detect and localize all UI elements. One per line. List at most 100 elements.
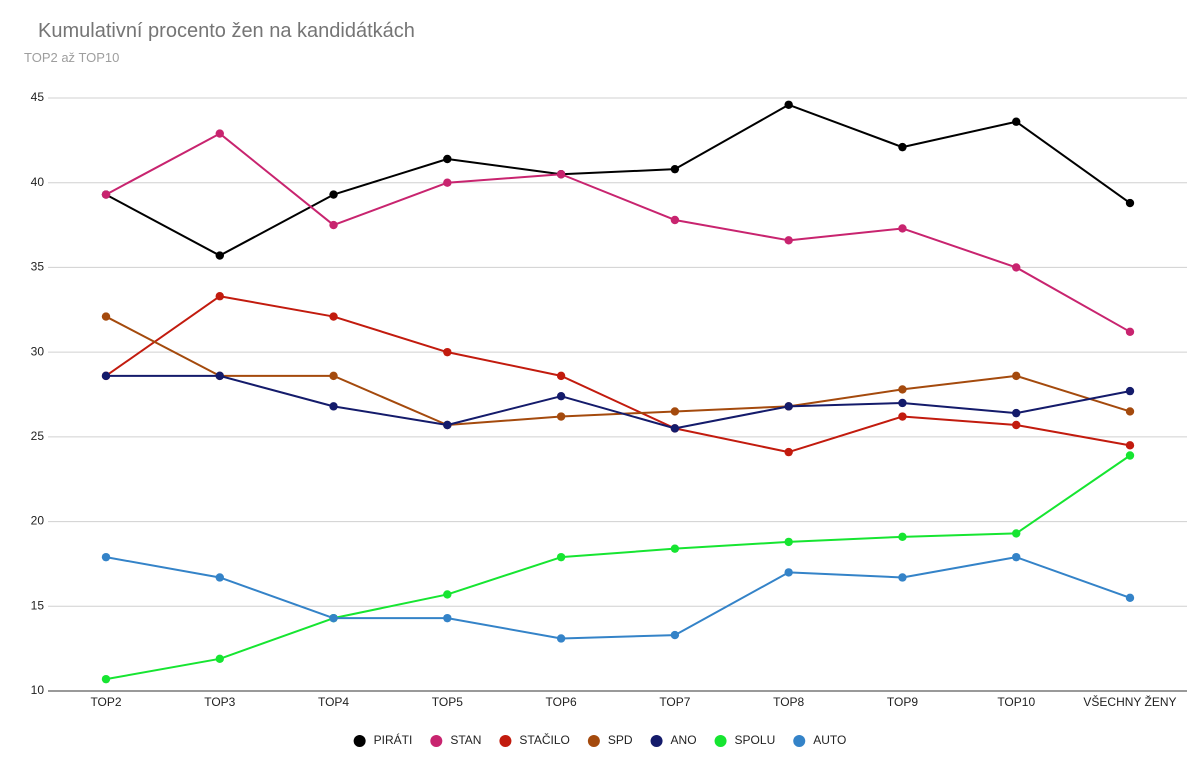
- legend: PIRÁTI STAN STAČILO SPD ANO SPOLU AUTO: [353, 732, 846, 747]
- data-point: [215, 654, 224, 664]
- data-point: [101, 190, 111, 199]
- data-point: [670, 424, 680, 433]
- chart-subtitle: TOP2 až TOP10: [24, 50, 120, 65]
- data-point: [1125, 327, 1135, 337]
- data-point: [101, 674, 111, 684]
- data-point: [784, 402, 793, 411]
- legend-label: PIRÁTI: [374, 732, 413, 747]
- data-point: [101, 371, 111, 381]
- y-axis-ticks: 10 15 20 25 30 35 40 45: [31, 90, 45, 697]
- data-point: [215, 573, 224, 582]
- data-point: [784, 568, 793, 577]
- y-tick-label: 15: [31, 598, 45, 612]
- data-point: [1012, 420, 1021, 430]
- data-point: [898, 573, 907, 582]
- series-line: [105, 295, 1131, 454]
- data-point: [329, 613, 338, 623]
- data-point: [556, 552, 566, 562]
- series-line: [105, 454, 1131, 681]
- y-tick-label: 30: [31, 344, 45, 358]
- data-point: [1012, 408, 1021, 418]
- data-point: [670, 215, 680, 225]
- data-point: [443, 347, 452, 357]
- data-point: [670, 630, 680, 640]
- data-point: [784, 537, 793, 547]
- y-tick-label: 45: [31, 90, 45, 104]
- legend-marker: [714, 735, 727, 747]
- x-tick-label: TOP10: [997, 695, 1035, 709]
- data-point: [329, 190, 338, 199]
- data-point: [1125, 451, 1135, 460]
- y-tick-label: 25: [31, 429, 45, 443]
- data-point: [670, 164, 680, 174]
- x-tick-label: TOP6: [546, 695, 577, 709]
- data-point: [556, 412, 566, 421]
- data-point: [556, 170, 566, 179]
- data-point: [784, 100, 793, 109]
- y-tick-label: 35: [31, 260, 45, 274]
- data-point: [556, 371, 566, 381]
- data-point: [329, 312, 338, 321]
- data-point: [898, 532, 907, 542]
- legend-label: STAN: [450, 733, 481, 747]
- data-point: [1125, 386, 1135, 396]
- data-point: [1012, 529, 1021, 538]
- data-point: [1125, 441, 1135, 450]
- data-point: [898, 142, 907, 152]
- legend-marker: [587, 735, 600, 747]
- data-point: [1012, 263, 1021, 272]
- data-point: [443, 613, 452, 623]
- data-point: [670, 407, 680, 416]
- data-point: [101, 552, 111, 562]
- data-point: [898, 412, 907, 421]
- data-point: [329, 220, 338, 230]
- x-tick-label: TOP3: [204, 695, 235, 709]
- data-point: [556, 391, 566, 401]
- y-tick-label: 40: [31, 175, 45, 189]
- data-point: [329, 371, 338, 381]
- series-line: [105, 315, 1131, 426]
- legend-marker: [430, 735, 443, 747]
- data-point: [898, 224, 907, 233]
- data-point: [1012, 371, 1021, 381]
- series-line: [106, 374, 1131, 430]
- data-point: [1125, 407, 1135, 416]
- x-axis-ticks: TOP2 TOP3 TOP4 TOP5 TOP6 TOP7 TOP8 TOP9 TOP10 VŠE…: [90, 694, 1176, 709]
- data-point: [1125, 593, 1135, 603]
- legend-marker: [793, 735, 806, 747]
- data-point: [898, 385, 907, 394]
- data-point: [784, 447, 793, 457]
- legend-label: AUTO: [813, 733, 846, 747]
- y-tick-label: 10: [31, 683, 45, 697]
- data-point: [443, 154, 452, 164]
- legend-marker: [499, 735, 512, 747]
- legend-label: STAČILO: [519, 732, 569, 747]
- x-tick-label: TOP5: [432, 695, 463, 709]
- data-point: [329, 402, 338, 411]
- series-line: [105, 103, 1131, 257]
- data-point: [1012, 552, 1021, 562]
- gridlines: [48, 97, 1187, 692]
- series-group: [101, 100, 1135, 684]
- x-tick-label: TOP9: [887, 695, 918, 709]
- data-point: [215, 251, 224, 260]
- y-tick-label: 20: [31, 514, 45, 528]
- chart-title: Kumulativní procento žen na kandidátkách: [38, 20, 415, 42]
- legend-marker: [650, 735, 663, 747]
- data-point: [443, 590, 452, 599]
- data-point: [784, 236, 793, 245]
- data-point: [215, 371, 224, 381]
- data-point: [215, 292, 224, 301]
- x-tick-label: TOP7: [659, 695, 690, 709]
- data-point: [670, 544, 680, 553]
- x-tick-label: VŠECHNY ŽENY: [1083, 694, 1176, 709]
- data-point: [215, 129, 224, 138]
- series-line: [105, 556, 1131, 640]
- data-point: [556, 634, 566, 643]
- x-tick-label: TOP8: [773, 695, 804, 709]
- legend-label: SPOLU: [735, 733, 776, 747]
- x-tick-label: TOP4: [318, 695, 349, 709]
- series-line: [105, 132, 1131, 333]
- data-point: [101, 312, 111, 321]
